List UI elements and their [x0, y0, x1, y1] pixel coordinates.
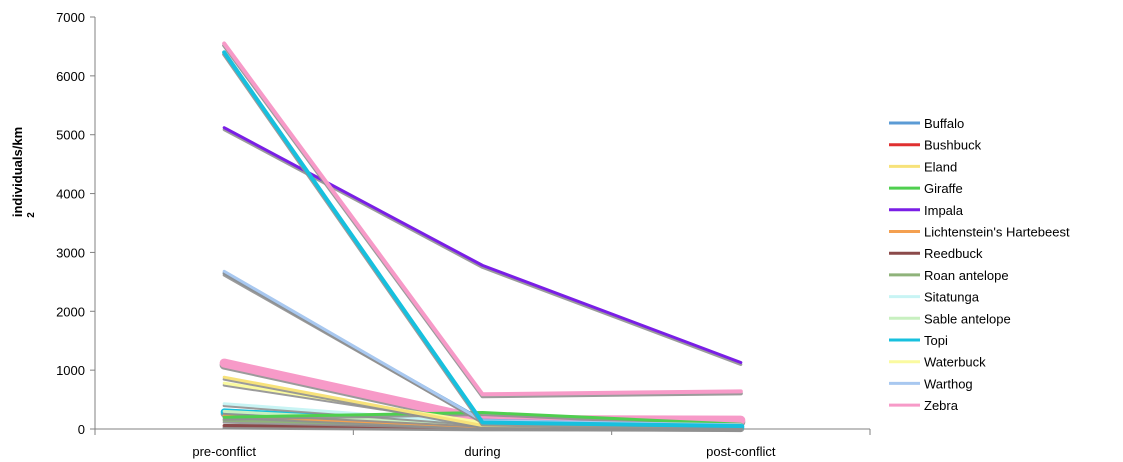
x-tick-label: post-conflict — [706, 444, 776, 459]
series-line-shadow — [222, 271, 743, 429]
legend-label: Roan antelope — [924, 268, 1009, 283]
series-line — [222, 411, 743, 426]
legend-label: Sable antelope — [924, 311, 1011, 326]
x-tick-label: pre-conflict — [192, 444, 256, 459]
legend-label: Buffalo — [924, 116, 964, 131]
y-tick-label: 4000 — [56, 187, 85, 202]
y-axis-title-superscript: 2 — [26, 212, 37, 218]
y-tick-label: 7000 — [56, 10, 85, 25]
legend-label: Lichtenstein's Hartebeest — [924, 225, 1070, 240]
legend: Buffalo Bushbuck Eland Giraffe Impala Lichten… — [889, 116, 1070, 413]
legend-label: Bushbuck — [924, 138, 982, 153]
y-axis-title: individuals/km — [10, 127, 25, 217]
series-line-shadow — [222, 52, 743, 431]
legend-label: Waterbuck — [924, 355, 986, 370]
series-line-shadow — [222, 43, 743, 399]
axes: 0 1000 2000 3000 4000 5000 6000 7000 pre-conflic… — [56, 10, 871, 459]
series-line — [222, 41, 743, 397]
legend-label: Warthog — [924, 376, 973, 391]
legend-label: Topi — [924, 333, 948, 348]
y-tick-label: 6000 — [56, 69, 85, 84]
y-tick-label: 0 — [78, 422, 85, 437]
y-tick-label: 1000 — [56, 363, 85, 378]
y-tick-label: 5000 — [56, 128, 85, 143]
series-line-shadow — [222, 273, 743, 429]
legend-label: Impala — [924, 203, 964, 218]
legend-label: Reedbuck — [924, 246, 983, 261]
legend-label: Eland — [924, 159, 957, 174]
x-tick-label: during — [464, 444, 500, 459]
series-lines — [219, 41, 746, 433]
y-tick-label: 2000 — [56, 304, 85, 319]
series-line — [222, 271, 743, 427]
legend-label: Sitatunga — [924, 290, 980, 305]
legend-label: Zebra — [924, 398, 959, 413]
legend-label: Giraffe — [924, 181, 963, 196]
series-line — [222, 269, 743, 427]
series-line — [222, 50, 743, 429]
y-tick-label: 3000 — [56, 245, 85, 260]
